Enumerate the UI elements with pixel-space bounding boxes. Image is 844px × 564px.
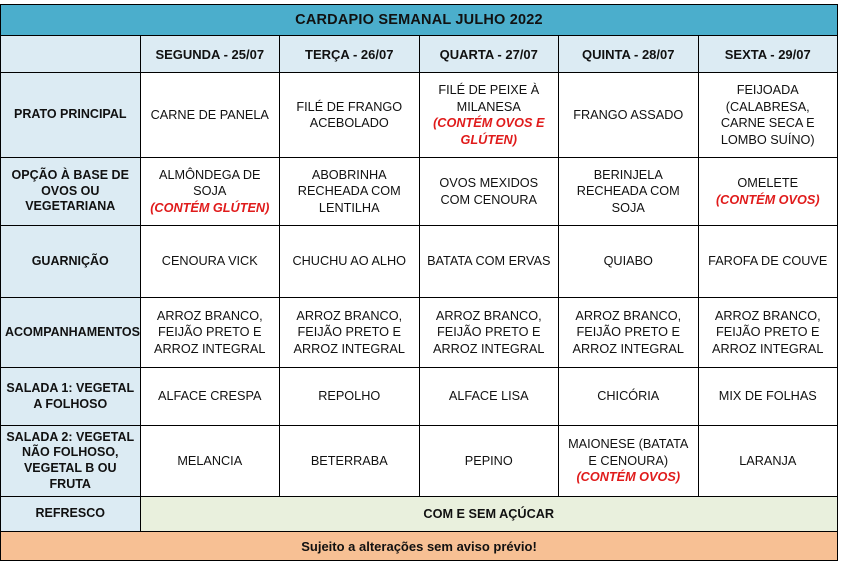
item-text: CENOURA VICK xyxy=(161,254,258,269)
table-row-salada-1: SALADA 1: VEGETAL A FOLHOSO ALFACE CRESP… xyxy=(0,367,838,426)
item-text: LARANJA xyxy=(739,453,797,468)
cell-salada2-sexta: LARANJA xyxy=(697,425,838,497)
item-text: OMELETE xyxy=(737,176,799,190)
table-row-refresco: REFRESCO COM E SEM AÇÚCAR xyxy=(0,496,838,532)
cell-guarnicao-segunda: CENOURA VICK xyxy=(139,225,280,298)
row-label-salada-1: SALADA 1: VEGETAL A FOLHOSO xyxy=(0,367,141,426)
item-text: MAIONESE (BATATA E CENOURA) xyxy=(568,437,689,468)
item-text: MIX DE FOLHAS xyxy=(718,389,817,404)
title-row: CARDAPIO SEMANAL JULHO 2022 xyxy=(0,4,838,36)
item-text: BATATA COM ERVAS xyxy=(427,254,551,269)
footer-row: Sujeito a alterações sem aviso prévio! xyxy=(0,531,838,561)
item-text: PEPINO xyxy=(464,453,513,468)
day-header-sexta: SEXTA - 29/07 xyxy=(697,35,838,73)
item-text: FEIJOADA (CALABRESA, CARNE SECA E LOMBO … xyxy=(720,83,815,147)
cell-guarnicao-terca: CHUCHU AO ALHO xyxy=(279,225,420,298)
item-text: CHUCHU AO ALHO xyxy=(292,254,406,269)
item-text: ARROZ BRANCO, FEIJÃO PRETO E ARROZ INTEG… xyxy=(293,308,405,356)
item-text: FILÉ DE FRANGO ACEBOLADO xyxy=(296,99,403,131)
cell-salada1-quarta: ALFACE LISA xyxy=(418,367,559,426)
cell-prato-quarta: FILÉ DE PEIXE À MILANESA (CONTÉM OVOS E … xyxy=(418,72,559,158)
weekly-menu-table: CARDAPIO SEMANAL JULHO 2022 SEGUNDA - 25… xyxy=(0,4,838,561)
cell-guarnicao-quinta: QUIABO xyxy=(558,225,699,298)
cell-acompanhamentos-quinta: ARROZ BRANCO, FEIJÃO PRETO E ARROZ INTEG… xyxy=(558,297,699,368)
day-header-quinta: QUINTA - 28/07 xyxy=(558,35,699,73)
cell-opcao-sexta: OMELETE (CONTÉM OVOS) xyxy=(697,157,838,226)
item-text: ALMÔNDEGA DE SOJA xyxy=(158,167,261,199)
allergen-warning: (CONTÉM OVOS E GLÚTEN) xyxy=(433,116,545,147)
cell-salada1-sexta: MIX DE FOLHAS xyxy=(697,367,838,426)
item-text: ARROZ BRANCO, FEIJÃO PRETO E ARROZ INTEG… xyxy=(712,308,824,356)
cell-guarnicao-sexta: FAROFA DE COUVE xyxy=(697,225,838,298)
cell-salada1-quinta: CHICÓRIA xyxy=(558,367,699,426)
footer-note: Sujeito a alterações sem aviso prévio! xyxy=(0,531,838,561)
item-text: FAROFA DE COUVE xyxy=(708,254,828,269)
cell-acompanhamentos-quarta: ARROZ BRANCO, FEIJÃO PRETO E ARROZ INTEG… xyxy=(418,297,559,368)
row-label-salada-2: SALADA 2: VEGETAL NÃO FOLHOSO, VEGETAL B… xyxy=(0,425,141,497)
day-header-quarta: QUARTA - 27/07 xyxy=(418,35,559,73)
item-text: ARROZ BRANCO, FEIJÃO PRETO E ARROZ INTEG… xyxy=(572,308,684,356)
item-text: CARNE DE PANELA xyxy=(150,107,269,122)
table-row-salada-2: SALADA 2: VEGETAL NÃO FOLHOSO, VEGETAL B… xyxy=(0,425,838,497)
table-row-prato-principal: PRATO PRINCIPAL CARNE DE PANELA FILÉ DE … xyxy=(0,72,838,158)
item-text: REPOLHO xyxy=(318,389,381,404)
row-label-opcao-vegetariana: OPÇÃO À BASE DE OVOS OU VEGETARIANA xyxy=(0,157,141,226)
allergen-warning: (CONTÉM GLÚTEN) xyxy=(150,200,270,215)
item-text: OVOS MEXIDOS COM CENOURA xyxy=(439,176,539,207)
item-text: ALFACE CRESPA xyxy=(158,389,262,404)
item-text: ARROZ BRANCO, FEIJÃO PRETO E ARROZ INTEG… xyxy=(433,308,545,356)
day-header-row: SEGUNDA - 25/07 TERÇA - 26/07 QUARTA - 2… xyxy=(0,35,838,73)
table-row-opcao-vegetariana: OPÇÃO À BASE DE OVOS OU VEGETARIANA ALMÔ… xyxy=(0,157,838,226)
cell-salada2-quarta: PEPINO xyxy=(418,425,559,497)
cell-salada2-quinta: MAIONESE (BATATA E CENOURA) (CONTÉM OVOS… xyxy=(558,425,699,497)
item-text: CHICÓRIA xyxy=(597,389,660,404)
item-text: ABOBRINHA RECHEADA COM LENTILHA xyxy=(297,167,401,215)
day-header-terca: TERÇA - 26/07 xyxy=(279,35,420,73)
cell-refresco-value: COM E SEM AÇÚCAR xyxy=(139,496,838,532)
cell-opcao-quarta: OVOS MEXIDOS COM CENOURA xyxy=(418,157,559,226)
item-text: FRANGO ASSADO xyxy=(573,107,684,122)
day-header-segunda: SEGUNDA - 25/07 xyxy=(139,35,280,73)
row-label-refresco: REFRESCO xyxy=(0,496,141,532)
item-text: MELANCIA xyxy=(177,453,243,468)
item-text: BETERRABA xyxy=(310,453,388,468)
row-label-acompanhamentos: ACOMPANHAMENTOS xyxy=(0,297,141,368)
item-text: ALFACE LISA xyxy=(448,389,529,404)
menu-table-body: CARDAPIO SEMANAL JULHO 2022 SEGUNDA - 25… xyxy=(0,4,838,561)
cell-guarnicao-quarta: BATATA COM ERVAS xyxy=(418,225,559,298)
cell-acompanhamentos-sexta: ARROZ BRANCO, FEIJÃO PRETO E ARROZ INTEG… xyxy=(697,297,838,368)
item-text: BERINJELA RECHEADA COM SOJA xyxy=(576,167,680,215)
allergen-warning: (CONTÉM OVOS) xyxy=(576,470,681,485)
cell-salada2-terca: BETERRABA xyxy=(279,425,420,497)
cell-salada2-segunda: MELANCIA xyxy=(139,425,280,497)
cell-opcao-terca: ABOBRINHA RECHEADA COM LENTILHA xyxy=(279,157,420,226)
item-text: ARROZ BRANCO, FEIJÃO PRETO E ARROZ INTEG… xyxy=(154,308,266,356)
cell-prato-quinta: FRANGO ASSADO xyxy=(558,72,699,158)
cell-salada1-segunda: ALFACE CRESPA xyxy=(139,367,280,426)
page-title: CARDAPIO SEMANAL JULHO 2022 xyxy=(0,4,838,36)
table-corner-cell xyxy=(0,35,141,73)
table-row-acompanhamentos: ACOMPANHAMENTOS ARROZ BRANCO, FEIJÃO PRE… xyxy=(0,297,838,368)
cell-prato-terca: FILÉ DE FRANGO ACEBOLADO xyxy=(279,72,420,158)
cell-salada1-terca: REPOLHO xyxy=(279,367,420,426)
item-text: QUIABO xyxy=(603,254,653,269)
allergen-warning: (CONTÉM OVOS) xyxy=(715,192,820,207)
cell-opcao-quinta: BERINJELA RECHEADA COM SOJA xyxy=(558,157,699,226)
cell-acompanhamentos-segunda: ARROZ BRANCO, FEIJÃO PRETO E ARROZ INTEG… xyxy=(139,297,280,368)
row-label-prato-principal: PRATO PRINCIPAL xyxy=(0,72,141,158)
cell-opcao-segunda: ALMÔNDEGA DE SOJA (CONTÉM GLÚTEN) xyxy=(139,157,280,226)
table-row-guarnicao: GUARNIÇÃO CENOURA VICK CHUCHU AO ALHO BA… xyxy=(0,225,838,298)
cell-prato-segunda: CARNE DE PANELA xyxy=(139,72,280,158)
cell-prato-sexta: FEIJOADA (CALABRESA, CARNE SECA E LOMBO … xyxy=(697,72,838,158)
row-label-guarnicao: GUARNIÇÃO xyxy=(0,225,141,298)
item-text: FILÉ DE PEIXE À MILANESA xyxy=(438,83,540,114)
cell-acompanhamentos-terca: ARROZ BRANCO, FEIJÃO PRETO E ARROZ INTEG… xyxy=(279,297,420,368)
